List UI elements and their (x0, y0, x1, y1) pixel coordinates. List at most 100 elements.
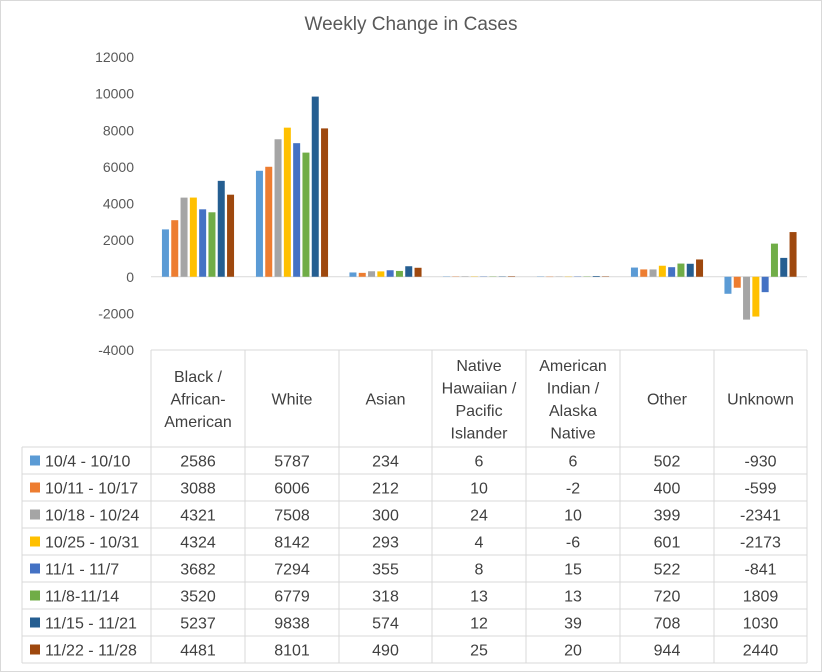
data-label: -841 (744, 562, 776, 579)
category-label: Native (550, 425, 595, 442)
y-tick-label: 12000 (95, 49, 134, 65)
bar (761, 276, 769, 293)
data-label: 13 (470, 589, 488, 606)
data-label: 8142 (274, 535, 310, 552)
bar (724, 276, 732, 294)
category-label: American (164, 414, 232, 431)
data-label: 4 (475, 535, 484, 552)
category-label: Native (456, 358, 501, 375)
series-name: 10/11 - 10/17 (45, 481, 138, 498)
bar (227, 194, 235, 277)
data-label: -2 (566, 481, 580, 498)
series-name: 10/4 - 10/10 (45, 454, 131, 471)
bar (752, 276, 760, 317)
bar (321, 128, 329, 277)
y-tick-label: 4000 (103, 196, 134, 212)
bar (743, 276, 751, 320)
y-tick-label: 2000 (103, 232, 134, 248)
data-label: 720 (654, 589, 681, 606)
legend-key (30, 482, 40, 493)
data-label: 400 (654, 481, 681, 498)
y-tick-label: -2000 (98, 305, 134, 321)
bar (770, 243, 778, 277)
bar (311, 96, 319, 277)
category-label: African- (170, 392, 225, 409)
category-label: American (539, 358, 607, 375)
data-label: 5787 (274, 454, 310, 471)
data-label: 234 (372, 454, 399, 471)
bar (265, 166, 273, 277)
data-label: 6779 (274, 589, 310, 606)
bar (640, 269, 648, 277)
data-label: 9838 (274, 616, 310, 633)
bar (171, 220, 179, 277)
bar (255, 170, 263, 277)
data-label: 8 (475, 562, 484, 579)
legend-key (30, 536, 40, 547)
data-label: 490 (372, 643, 399, 660)
data-label: 399 (654, 508, 681, 525)
data-label: 574 (372, 616, 399, 633)
data-label: -2173 (740, 535, 781, 552)
data-label: 293 (372, 535, 399, 552)
data-label: 6 (475, 454, 484, 471)
bar (414, 267, 422, 277)
data-label: 355 (372, 562, 399, 579)
y-tick-label: 0 (126, 269, 134, 285)
category-label: Unknown (727, 392, 794, 409)
series-name: 11/1 - 11/7 (45, 562, 119, 579)
data-label: 7294 (274, 562, 310, 579)
data-label: -599 (744, 481, 776, 498)
data-table: Black / African- American White Asian Native H… (21, 349, 808, 664)
data-label: 2586 (180, 454, 216, 471)
data-label: 1809 (743, 589, 779, 606)
category-label: Black / (174, 369, 223, 386)
bar (789, 232, 797, 277)
bar (189, 197, 197, 277)
data-label: 3682 (180, 562, 216, 579)
bar (293, 143, 301, 277)
data-label: 3088 (180, 481, 216, 498)
data-label: -930 (744, 454, 776, 471)
bar (283, 127, 291, 277)
category-label: White (272, 392, 313, 409)
bar (405, 266, 413, 277)
data-label: -2341 (740, 508, 781, 525)
y-tick-label: 10000 (95, 86, 134, 102)
series-name: 11/22 - 11/28 (45, 643, 137, 660)
data-label: 708 (654, 616, 681, 633)
data-label: 4324 (180, 535, 216, 552)
data-label: 24 (470, 508, 488, 525)
category-label: Islander (451, 425, 509, 442)
y-tick-label: -4000 (98, 342, 134, 358)
data-label: 39 (564, 616, 582, 633)
data-label: 318 (372, 589, 399, 606)
data-label: 3520 (180, 589, 216, 606)
bar (677, 263, 685, 277)
data-label: 601 (654, 535, 681, 552)
data-label: 522 (654, 562, 681, 579)
bar (395, 270, 403, 277)
data-label: 944 (654, 643, 681, 660)
data-label: 8101 (274, 643, 310, 660)
bar (274, 139, 282, 277)
bar (696, 259, 704, 277)
series-name: 11/8-11/14 (45, 589, 119, 606)
bar (208, 212, 216, 277)
bar (358, 272, 366, 277)
bar (668, 267, 676, 277)
data-label: 15 (564, 562, 582, 579)
data-label: 20 (564, 643, 582, 660)
bar-series (161, 96, 797, 320)
bar (161, 229, 169, 277)
bar (368, 271, 376, 277)
data-label: 502 (654, 454, 681, 471)
legend-key (30, 563, 40, 574)
category-label: Asian (365, 392, 405, 409)
category-label: Hawaiian / (442, 380, 517, 397)
series-name: 10/18 - 10/24 (45, 508, 139, 525)
bar (686, 263, 694, 277)
legend-key (30, 455, 40, 466)
